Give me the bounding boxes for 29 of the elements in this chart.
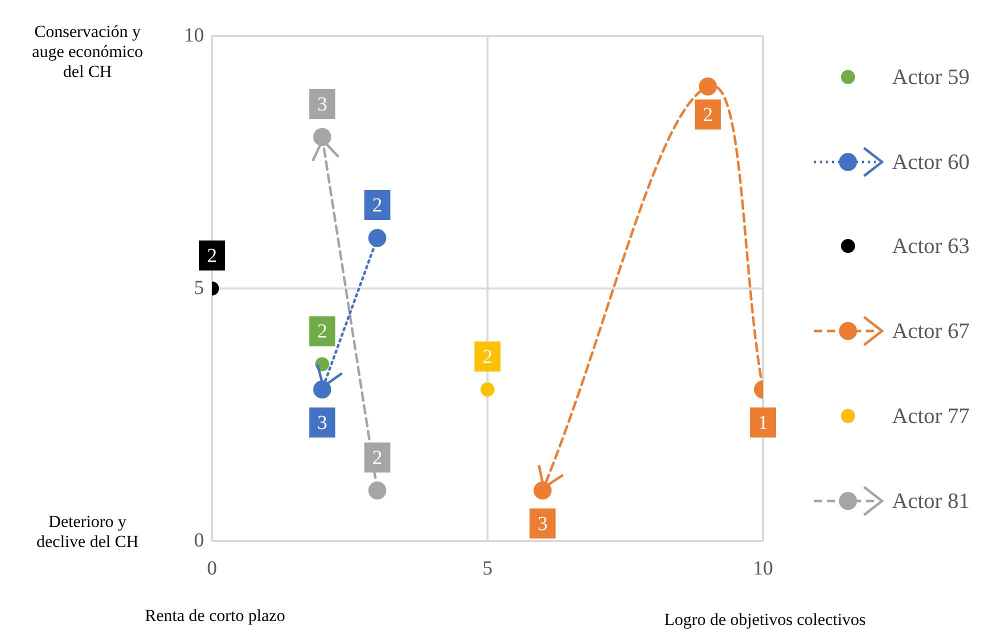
annotation: 2 bbox=[372, 194, 382, 216]
annotation: 2 bbox=[207, 244, 217, 267]
legend-label: Actor 77 bbox=[892, 402, 970, 429]
legend-label: Actor 67 bbox=[892, 318, 970, 344]
y-tick-label: 5 bbox=[194, 276, 204, 299]
legend-label: Actor 81 bbox=[892, 488, 970, 514]
text: Logro de objetivos colectivos bbox=[663, 610, 867, 630]
annotation: 2 bbox=[317, 320, 328, 342]
point bbox=[368, 229, 386, 247]
x-tick-label: 10 bbox=[753, 557, 773, 580]
legend-label: Actor 63 bbox=[892, 233, 970, 260]
annotation: 2 bbox=[482, 346, 492, 368]
annotation: 1 bbox=[758, 412, 768, 434]
legend-label: Actor 59 bbox=[892, 64, 970, 90]
annotation: 3 bbox=[317, 412, 328, 434]
point bbox=[480, 382, 494, 396]
text: Renta de corto plazo bbox=[144, 606, 286, 626]
legend-label: Actor 60 bbox=[892, 148, 970, 175]
point bbox=[698, 78, 717, 96]
text: Deterioro y declive del CH bbox=[36, 512, 140, 552]
x-tick-label: 5 bbox=[482, 557, 492, 580]
annotation: 3 bbox=[317, 93, 328, 116]
y-tick-label: 0 bbox=[194, 529, 204, 552]
point bbox=[368, 482, 386, 500]
annotation: 3 bbox=[538, 512, 548, 535]
annotation: 2 bbox=[702, 104, 713, 126]
text: Conservación y auge económico del CH bbox=[31, 22, 144, 82]
y-tick-label: 10 bbox=[184, 24, 204, 46]
annotation: 2 bbox=[372, 446, 382, 469]
